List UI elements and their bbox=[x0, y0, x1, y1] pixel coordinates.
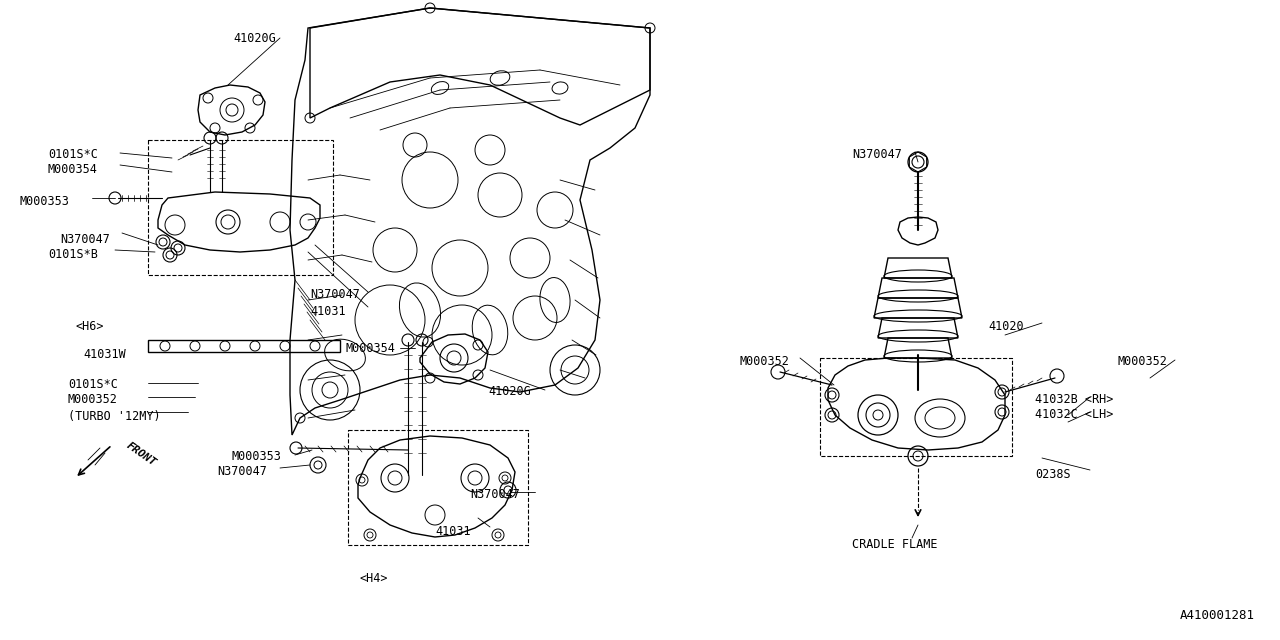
Text: M000352: M000352 bbox=[1117, 355, 1167, 368]
Text: (TURBO '12MY): (TURBO '12MY) bbox=[68, 410, 160, 423]
Text: 0238S: 0238S bbox=[1036, 468, 1070, 481]
Text: 41020: 41020 bbox=[988, 320, 1024, 333]
Text: <H6>: <H6> bbox=[76, 320, 104, 333]
Text: 41031: 41031 bbox=[310, 305, 346, 318]
Text: A410001281: A410001281 bbox=[1180, 609, 1254, 622]
Text: N370047: N370047 bbox=[218, 465, 266, 478]
Text: N370047: N370047 bbox=[852, 148, 902, 161]
Text: 41031: 41031 bbox=[435, 525, 471, 538]
Text: 41020G: 41020G bbox=[488, 385, 531, 398]
Text: 41031W: 41031W bbox=[83, 348, 125, 361]
Text: 0101S*C: 0101S*C bbox=[68, 378, 118, 391]
Text: 41032C <LH>: 41032C <LH> bbox=[1036, 408, 1114, 421]
Text: M000353: M000353 bbox=[20, 195, 70, 208]
Text: FRONT: FRONT bbox=[125, 440, 159, 468]
Text: M000353: M000353 bbox=[232, 450, 282, 463]
Text: M000354: M000354 bbox=[49, 163, 97, 176]
Text: M000352: M000352 bbox=[68, 393, 118, 406]
Text: M000354: M000354 bbox=[346, 342, 394, 355]
Text: M000352: M000352 bbox=[740, 355, 790, 368]
Bar bbox=[348, 430, 529, 545]
Text: 0101S*C: 0101S*C bbox=[49, 148, 97, 161]
Text: N370047: N370047 bbox=[60, 233, 110, 246]
Text: 41032B <RH>: 41032B <RH> bbox=[1036, 393, 1114, 406]
Text: 0101S*B: 0101S*B bbox=[49, 248, 97, 261]
Text: N370047: N370047 bbox=[310, 288, 360, 301]
Bar bbox=[820, 358, 1012, 456]
Text: N370047: N370047 bbox=[470, 488, 520, 501]
Text: CRADLE FLAME: CRADLE FLAME bbox=[852, 538, 937, 551]
Text: <H4>: <H4> bbox=[360, 572, 389, 585]
Text: 41020G: 41020G bbox=[233, 32, 275, 45]
Bar bbox=[148, 140, 333, 275]
